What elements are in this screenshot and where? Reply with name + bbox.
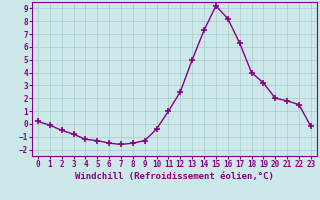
X-axis label: Windchill (Refroidissement éolien,°C): Windchill (Refroidissement éolien,°C) — [75, 172, 274, 181]
